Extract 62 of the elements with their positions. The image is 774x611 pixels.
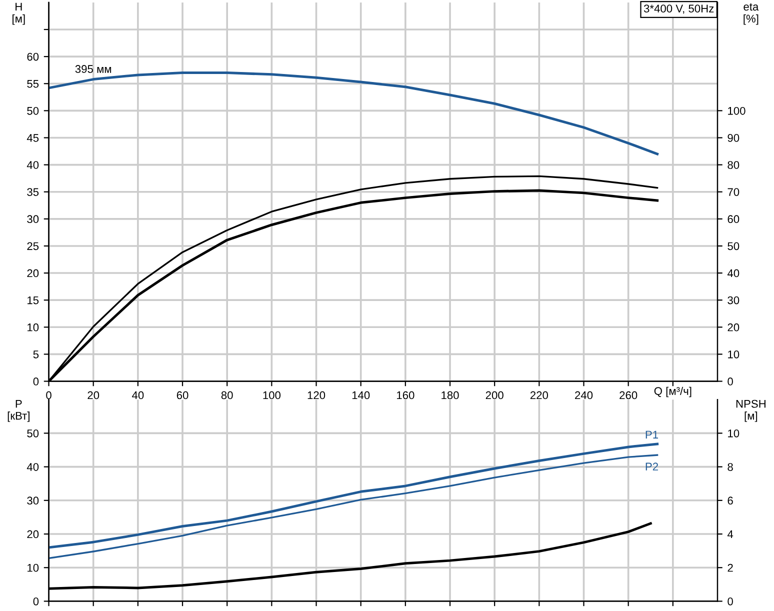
y2-tick-label: 10 [728, 350, 740, 358]
x-tick-label: 0 [46, 391, 52, 400]
y-tick-label: 60 [27, 52, 39, 61]
y2-tick-label: 40 [727, 269, 740, 278]
y2-tick-label: 0 [728, 378, 733, 386]
y-tick-label: 0 [33, 597, 39, 606]
y2-axis-title: NPSH [м] [736, 400, 766, 422]
x-tick-label: 20 [88, 391, 100, 400]
x-tick-label: 220 [530, 391, 548, 400]
y-tick-label: 25 [27, 242, 39, 250]
x-tick-label: 200 [486, 391, 504, 400]
y-axis-title: P [кВт] [8, 400, 30, 422]
y-tick-label: 40 [26, 463, 39, 471]
y-tick-label: 55 [27, 80, 39, 88]
annotation: 395 мм [75, 65, 112, 73]
y-tick-label: 15 [28, 296, 39, 304]
y-tick-label: 40 [26, 161, 39, 169]
y2-tick-label: 2 [728, 564, 733, 572]
y2-tick-label: 20 [728, 323, 740, 332]
y2-tick-label: 70 [728, 188, 740, 196]
y-tick-label: 20 [27, 530, 39, 538]
series-label: P1 [646, 430, 658, 438]
y-tick-label: 10 [28, 323, 39, 332]
series-label: P2 [646, 462, 658, 470]
line-series [48, 442, 659, 549]
y2-tick-label: 50 [728, 242, 740, 250]
y-axis-title: H [м] [12, 2, 25, 25]
y-tick-label: 30 [27, 496, 39, 505]
x-tick-label: 260 [620, 391, 638, 400]
x-tick-label: 240 [575, 391, 593, 400]
y2-tick-label: 8 [728, 463, 733, 471]
x-tick-label: 100 [263, 391, 281, 400]
x-tick-label: 40 [132, 391, 144, 400]
y-tick-label: 5 [33, 350, 39, 358]
x-axis-title: Q [м³/ч] [654, 386, 692, 398]
y2-tick-label: 80 [728, 161, 740, 169]
x-tick-label: 140 [352, 391, 370, 400]
y-tick-label: 35 [27, 188, 39, 196]
y-tick-label: 50 [27, 429, 39, 438]
x-tick-label: 120 [308, 391, 326, 400]
y-tick-label: 0 [33, 378, 39, 386]
y-tick-label: 45 [26, 134, 39, 142]
x-tick-label: 60 [176, 391, 188, 400]
x-tick-label: 180 [442, 391, 459, 400]
y2-tick-label: 10 [728, 429, 740, 438]
y2-tick-label: 100 [728, 106, 746, 115]
y-tick-label: 10 [28, 564, 39, 572]
y-tick-label: 50 [27, 106, 39, 115]
y-tick-label: 20 [27, 269, 39, 278]
y2-tick-label: 90 [728, 134, 740, 142]
line-series [48, 454, 658, 560]
y2-tick-label: 6 [728, 496, 733, 505]
y2-axis-title: eta [%] [744, 3, 759, 25]
y2-tick-label: 60 [728, 215, 740, 224]
y-tick-label: 30 [27, 215, 39, 224]
y2-tick-label: 0 [728, 597, 733, 606]
chart-title: 3*400 V, 50Hz [644, 4, 714, 14]
line-series [48, 72, 659, 156]
x-tick-label: 80 [221, 391, 233, 400]
x-tick-label: 160 [397, 391, 414, 400]
y2-tick-label: 30 [728, 296, 740, 304]
y2-tick-label: 4 [727, 530, 734, 538]
